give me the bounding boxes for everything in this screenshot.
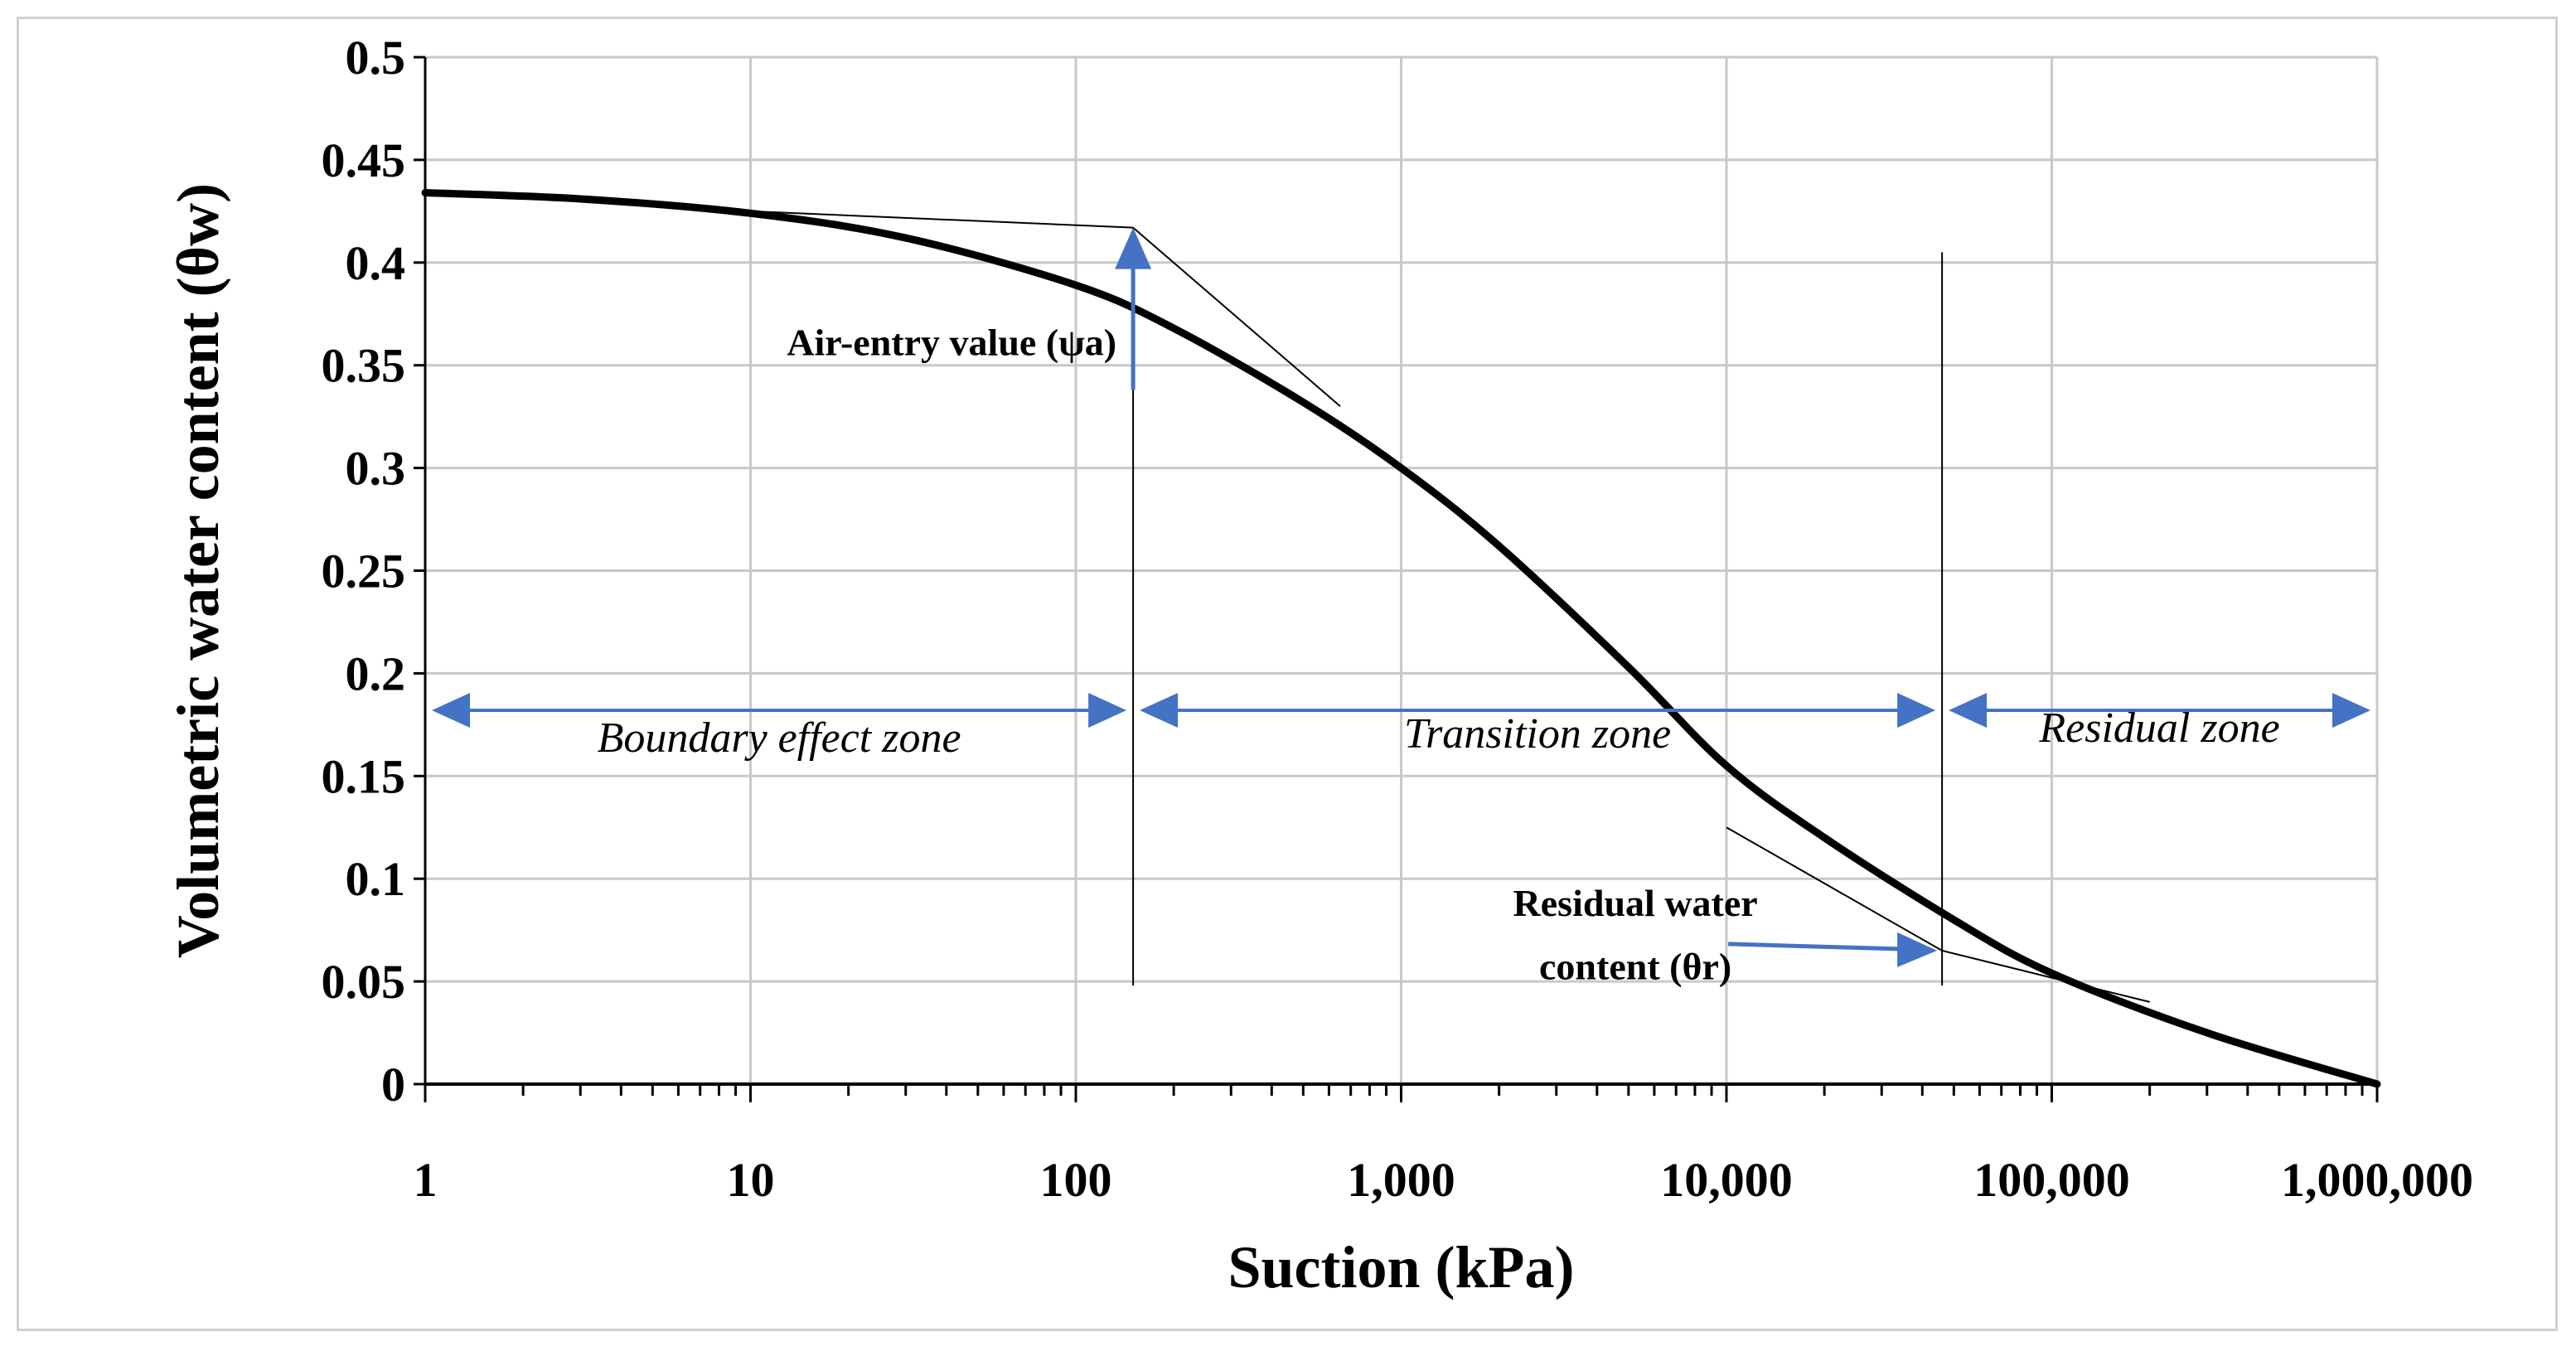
zone-label: Residual zone [2038, 705, 2279, 752]
x-tick-label: 100 [1040, 1153, 1112, 1207]
zone-arrowhead-right [1088, 693, 1127, 729]
x-tick-labels: 1 10 100 1,000 10,000 100,000 1,000,000 [414, 1084, 2473, 1207]
residual-water-arrow [1728, 942, 1900, 952]
y-tick-label: 0.1 [346, 852, 406, 906]
curve-group [421, 189, 2381, 1088]
chart-frame: 0 0.05 0.1 0.15 0.2 0.25 0.3 0.35 0.4 0.45 0.5 1 10… [17, 17, 2558, 1331]
x-tick-label: 1 [414, 1153, 438, 1207]
y-tick-label: 0.5 [346, 31, 406, 85]
zone-label: Transition zone [1404, 710, 1671, 758]
zone-arrowhead-left [1140, 693, 1179, 729]
zone-arrowhead-right [1897, 693, 1936, 729]
zone-arrowhead-right [2332, 693, 2370, 729]
residual-water-text-line1: Residual water [1513, 882, 1758, 924]
y-tick-labels: 0 0.05 0.1 0.15 0.2 0.25 0.3 0.35 0.4 0.45 0.5 [322, 31, 425, 1111]
residual-water-label: Residual water content (θr) [1513, 882, 1758, 988]
x-tick-label: 10 [727, 1153, 775, 1207]
y-tick-label: 0.2 [346, 646, 406, 700]
y-tick-label: 0.45 [322, 133, 406, 187]
swcc-curve [421, 189, 2381, 1088]
air-entry-label: Air-entry value (ψa) [787, 321, 1116, 363]
x-axis-title: Suction (kPa) [1227, 1234, 1574, 1300]
chart-canvas: 0 0.05 0.1 0.15 0.2 0.25 0.3 0.35 0.4 0.45 0.5 1 10… [165, 31, 2473, 1300]
air-entry-text: Air-entry value (ψa) [787, 321, 1116, 363]
tangent-line [1941, 949, 2150, 1003]
x-tick-label: 100,000 [1973, 1153, 2130, 1207]
zone-arrowhead-left [1949, 693, 1988, 729]
zones: Boundary effect zone Transition zone Resid… [432, 693, 2370, 762]
tangent-line [750, 210, 1134, 229]
tangent-line [1132, 226, 1341, 408]
air-entry-arrowhead [1115, 227, 1152, 269]
y-tick-label: 0.05 [322, 955, 406, 1009]
x-tick-label: 1,000,000 [2281, 1153, 2473, 1207]
annotations: Air-entry value (ψa) Residual water conte… [787, 227, 1938, 988]
y-tick-label: 0.4 [346, 236, 406, 290]
y-tick-label: 0.15 [322, 749, 406, 803]
y-tick-label: 0.3 [346, 442, 406, 496]
y-tick-label: 0.35 [322, 339, 406, 393]
y-axis-title: Volumetric water content (θw) [165, 183, 231, 958]
zone-arrowhead-left [432, 693, 470, 729]
y-tick-label: 0 [381, 1058, 405, 1111]
x-tick-label: 1,000 [1347, 1153, 1455, 1207]
residual-water-text-line2: content (θr) [1539, 946, 1731, 988]
x-tick-label: 10,000 [1660, 1153, 1793, 1207]
y-tick-label: 0.25 [322, 545, 406, 598]
zone-label: Boundary effect zone [598, 714, 961, 762]
residual-water-arrowhead [1897, 932, 1938, 967]
tangent-line [1726, 826, 1943, 952]
